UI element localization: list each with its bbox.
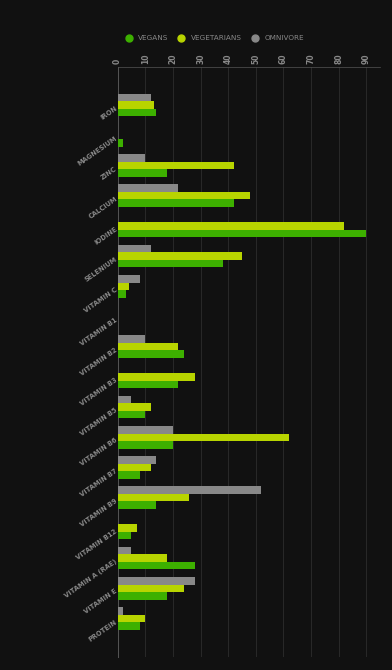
Bar xyxy=(118,230,367,237)
Bar xyxy=(118,501,156,509)
Bar xyxy=(118,139,123,147)
Bar xyxy=(118,170,167,177)
Bar xyxy=(118,101,154,109)
Bar xyxy=(118,532,131,539)
Bar xyxy=(118,554,167,562)
Bar xyxy=(118,614,145,622)
Bar xyxy=(118,184,178,192)
Bar xyxy=(118,622,140,630)
Bar xyxy=(118,426,173,433)
Bar xyxy=(118,607,123,614)
Bar xyxy=(118,245,151,253)
Bar xyxy=(118,494,189,501)
Bar xyxy=(118,524,137,532)
Bar xyxy=(118,381,178,388)
Bar xyxy=(118,161,234,170)
Bar xyxy=(118,577,195,584)
Bar xyxy=(118,290,126,297)
Bar xyxy=(118,109,156,117)
Bar xyxy=(118,471,140,479)
Bar xyxy=(118,192,250,200)
Bar xyxy=(118,200,234,207)
Bar xyxy=(118,336,145,343)
Bar xyxy=(118,441,173,449)
Bar xyxy=(118,283,129,290)
Bar xyxy=(118,464,151,471)
Bar xyxy=(118,275,140,283)
Bar xyxy=(118,592,167,600)
Legend: VEGANS, VEGETARIANS, OMNIVORE: VEGANS, VEGETARIANS, OMNIVORE xyxy=(119,32,307,44)
Bar xyxy=(118,411,145,419)
Bar xyxy=(118,154,145,161)
Bar xyxy=(118,396,131,403)
Bar xyxy=(118,222,344,230)
Bar xyxy=(118,343,178,350)
Bar xyxy=(118,403,151,411)
Bar xyxy=(118,456,156,464)
Bar xyxy=(118,562,195,570)
Bar xyxy=(118,373,195,381)
Bar xyxy=(118,350,184,358)
Bar xyxy=(118,584,184,592)
Bar xyxy=(118,486,261,494)
Bar xyxy=(118,433,289,441)
Bar xyxy=(118,547,131,554)
Bar xyxy=(118,94,151,101)
Bar xyxy=(118,253,242,260)
Bar xyxy=(118,260,223,267)
